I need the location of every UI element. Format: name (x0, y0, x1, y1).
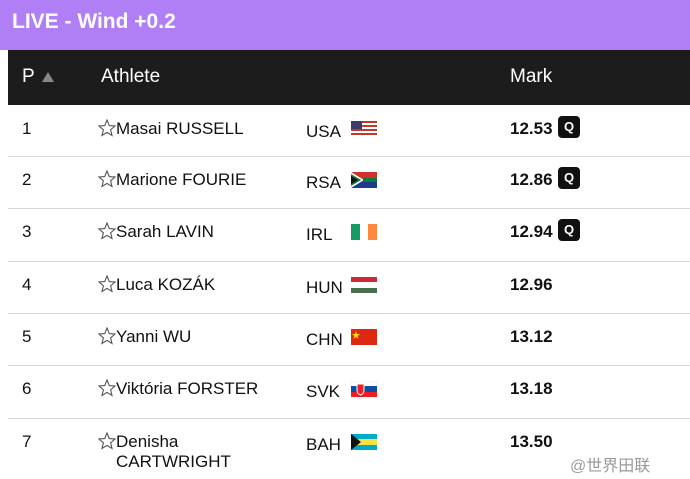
mark: 12.53 (510, 119, 553, 138)
position: 7 (22, 432, 32, 451)
mark: 12.86 (510, 170, 553, 189)
country: SVK (306, 382, 341, 401)
country: HUN (306, 278, 343, 297)
qualifier-badge: Q (558, 219, 580, 241)
favorite-star[interactable] (98, 379, 116, 397)
position: 1 (22, 119, 32, 138)
flag (351, 434, 377, 450)
mark: 13.18 (510, 379, 553, 398)
column-header-bar (8, 50, 690, 105)
watermark: @世界田联 (570, 458, 651, 475)
flag (351, 277, 377, 293)
qualifier-badge: Q (558, 116, 580, 138)
flag (351, 172, 377, 188)
position: 6 (22, 379, 32, 398)
favorite-star[interactable] (98, 275, 116, 293)
country: IRL (306, 225, 333, 244)
favorite-star[interactable] (98, 432, 116, 450)
position: 3 (22, 222, 32, 241)
favorite-star[interactable] (98, 119, 116, 137)
position: 2 (22, 170, 32, 189)
country: BAH (306, 435, 341, 454)
athlete-name[interactable]: Marione FOURIE (116, 170, 247, 189)
flag (351, 381, 377, 397)
qualifier-badge: Q (558, 167, 580, 189)
table-row (8, 365, 690, 419)
flag (351, 121, 377, 137)
title-bar (0, 0, 690, 50)
athlete-name[interactable]: Yanni WU (116, 327, 192, 346)
sort-icon[interactable] (42, 72, 54, 82)
country: USA (306, 122, 341, 141)
athlete-name[interactable]: Sarah LAVIN (116, 222, 214, 241)
mark: 13.12 (510, 327, 553, 346)
table-row (8, 105, 690, 157)
country: RSA (306, 173, 341, 192)
athlete-name[interactable]: Luca KOZÁK (116, 275, 216, 294)
title: LIVE - Wind +0.2 (12, 10, 176, 33)
table-row (8, 313, 690, 366)
flag (351, 224, 377, 240)
country: CHN (306, 330, 343, 349)
position: 4 (22, 275, 32, 294)
favorite-star[interactable] (98, 327, 116, 345)
favorite-star[interactable] (98, 222, 116, 240)
column-header: Mark (510, 66, 553, 87)
mark: 12.96 (510, 275, 553, 294)
position: 5 (22, 327, 32, 346)
column-header[interactable]: P (22, 66, 35, 87)
flag (351, 329, 377, 345)
table-row (8, 261, 690, 314)
athlete-name[interactable]: Masai RUSSELL (116, 119, 244, 138)
table-row (8, 208, 690, 262)
athlete-name[interactable]: Viktória FORSTER (116, 379, 259, 398)
column-header: Athlete (101, 66, 161, 87)
table-row (8, 156, 690, 209)
mark: 12.94 (510, 222, 553, 241)
favorite-star[interactable] (98, 170, 116, 188)
mark: 13.50 (510, 432, 553, 451)
athlete-name[interactable]: Denisha CARTWRIGHT (116, 432, 231, 471)
